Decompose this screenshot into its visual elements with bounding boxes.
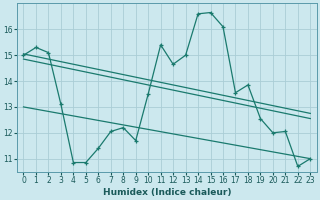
X-axis label: Humidex (Indice chaleur): Humidex (Indice chaleur) (103, 188, 231, 197)
